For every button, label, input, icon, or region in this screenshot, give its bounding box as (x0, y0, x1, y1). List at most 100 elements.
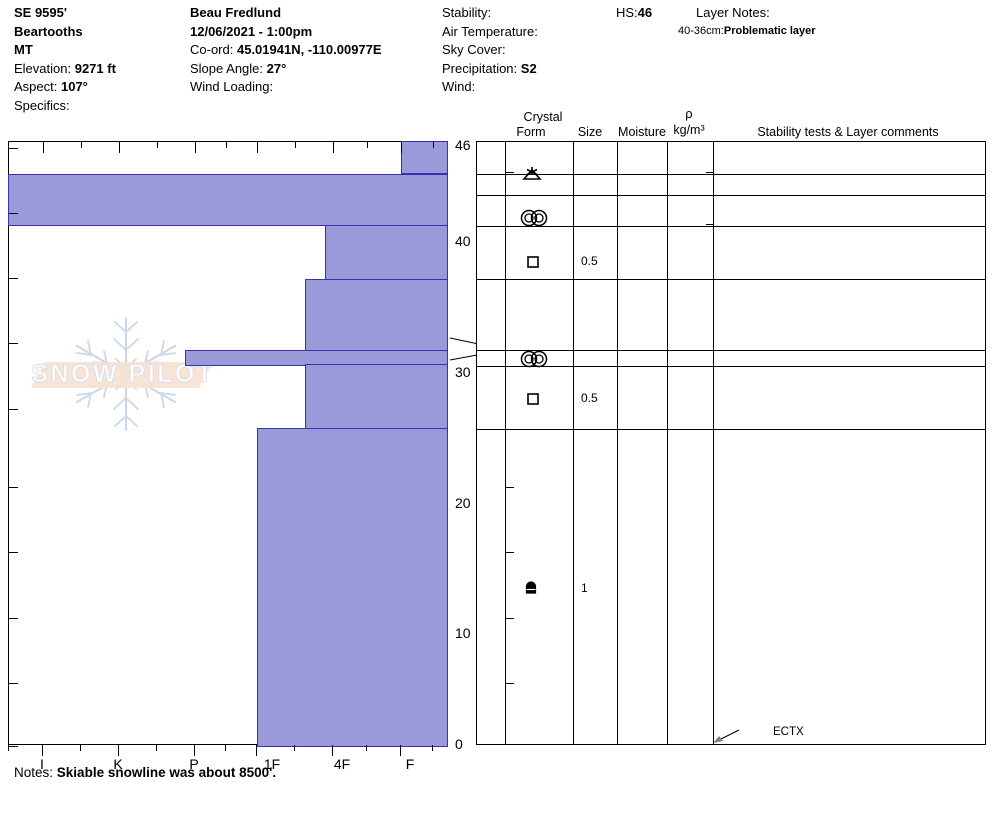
layer-notes-title: Layer Notes: (696, 5, 770, 20)
table-column-divider (505, 142, 506, 744)
hardness-axis-tick (118, 745, 119, 756)
density-axis-tick (706, 172, 714, 173)
precipitation-value: S2 (520, 60, 537, 76)
header-column-location: SE 9595' Beartooths MT Elevation: 9271 f… (14, 4, 116, 115)
table-row-divider (477, 174, 985, 175)
precipitation-row: Precipitation: S2 (442, 60, 538, 79)
notes-row: Notes: Skiable snowline was about 8500'. (14, 765, 276, 780)
table-row-divider (477, 366, 985, 367)
hardness-axis-tick (366, 745, 367, 751)
rounded-grains-icon (520, 350, 548, 368)
hardness-axis-tick (332, 745, 333, 756)
hardness-axis-tick (42, 745, 43, 756)
layer-bar (305, 364, 448, 429)
aspect-label: Aspect: (14, 79, 58, 94)
layer-bar (257, 428, 448, 747)
depth-label-46: 46 (455, 137, 471, 153)
table-depth-tick (506, 172, 514, 173)
depth-tick-left (9, 618, 18, 619)
aspect-elevation-line: SE 9595' (14, 5, 67, 20)
hardness-axis-tick (43, 142, 44, 153)
table-row-divider (477, 226, 985, 227)
depth-label-0: 0 (455, 736, 463, 752)
depth-tick-left (9, 148, 18, 149)
stability-label: Stability: (442, 5, 492, 20)
depth-label-10: 10 (455, 625, 471, 641)
layer-properties-table: 0.5 0.5 1 ECTX (476, 141, 986, 745)
hardness-axis-tick (400, 745, 401, 756)
wind-row: Wind: (442, 78, 538, 97)
slope-angle-value: 27° (266, 60, 287, 76)
wind-label: Wind: (442, 79, 476, 94)
hs-label: HS: (616, 5, 638, 20)
stability-row: Stability: (442, 4, 538, 23)
hardness-axis-tick (194, 745, 195, 756)
hardness-label-1f: 1F (263, 756, 281, 772)
hardness-axis-tick (225, 745, 226, 751)
hardness-label-f: F (405, 756, 415, 772)
rounded-grains-icon (520, 209, 548, 227)
layer-bar (325, 225, 448, 280)
hardness-axis-tick (195, 142, 196, 153)
coordinates-row: Co-ord: 45.01941N, -110.00977E (190, 41, 382, 60)
hardness-axis-tick (433, 142, 434, 148)
depth-label-20: 20 (455, 495, 471, 511)
hardness-axis-tick (333, 142, 334, 153)
faceted-crystals-icon (527, 256, 539, 268)
depth-tick-left (9, 487, 18, 488)
hardness-axis-tick (256, 745, 257, 756)
precipitation-label: Precipitation: (442, 60, 518, 76)
form-header-label: Form (516, 125, 546, 139)
specifics-row: Specifics: (14, 97, 116, 116)
table-depth-tick (506, 487, 514, 488)
size-header-label: Size (577, 125, 603, 139)
decomposing-fragmented-particles-icon (522, 167, 542, 180)
table-depth-tick (506, 618, 514, 619)
aspect-row: Aspect: 107° (14, 78, 116, 97)
grain-size-value: 1 (581, 581, 588, 595)
snowpilot-watermark: SNOW PILOT (31, 316, 213, 432)
grain-size-value: 0.5 (581, 254, 598, 268)
depth-tick-left (9, 409, 18, 410)
layer-notes-list: 40-36cm:Problematic layer (678, 24, 816, 39)
hardness-axis-tick (367, 142, 368, 148)
density-units-label: kg/m³ (673, 123, 705, 137)
hardness-axis-tick (80, 745, 81, 751)
header-column-conditions: Stability: Air Temperature: Sky Cover: P… (442, 4, 538, 97)
hardness-label-p: P (189, 756, 199, 772)
hardness-label-4f: 4F (333, 756, 351, 772)
hardness-axis-tick (156, 745, 157, 751)
slope-angle-label: Slope Angle: (190, 60, 264, 76)
depth-tick-left (9, 683, 18, 684)
wind-loading-row: Wind Loading: (190, 78, 382, 97)
layer-note-text: Problematic layer (723, 25, 816, 37)
depth-label-30: 30 (455, 364, 471, 380)
hs-value: 46 (637, 5, 653, 20)
elevation-value: 9271 ft (74, 60, 116, 76)
sky-cover-row: Sky Cover: (442, 41, 538, 60)
notes-label: Notes: (14, 765, 54, 780)
depth-tick-left (9, 746, 18, 747)
table-row-divider (477, 350, 985, 351)
table-depth-tick (506, 552, 514, 553)
table-column-divider (667, 142, 668, 744)
sky-cover-label: Sky Cover: (442, 42, 506, 57)
ectx-test-marker-icon (713, 729, 740, 743)
coordinates-value: 45.01941N, -110.00977E (236, 42, 382, 57)
layer-note-range: 40-36cm: (678, 25, 724, 37)
table-column-divider (573, 142, 574, 744)
hardness-label-k: K (113, 756, 123, 772)
stability-tests-header-label: Stability tests & Layer comments (757, 125, 939, 139)
layer-bar (305, 279, 448, 353)
layer-bar (401, 141, 448, 174)
notes-value: Skiable snowline was about 8500'. (56, 765, 277, 780)
table-row-divider (477, 279, 985, 280)
grain-size-value: 0.5 (581, 391, 598, 405)
table-depth-tick (506, 279, 514, 280)
air-temperature-label: Air Temperature: (442, 23, 538, 39)
specifics-label: Specifics: (14, 97, 70, 113)
table-column-divider (617, 142, 618, 744)
aspect-value: 107° (60, 79, 88, 94)
density-symbol-label: ρ (685, 106, 693, 121)
coordinates-label: Co-ord: (190, 42, 234, 57)
